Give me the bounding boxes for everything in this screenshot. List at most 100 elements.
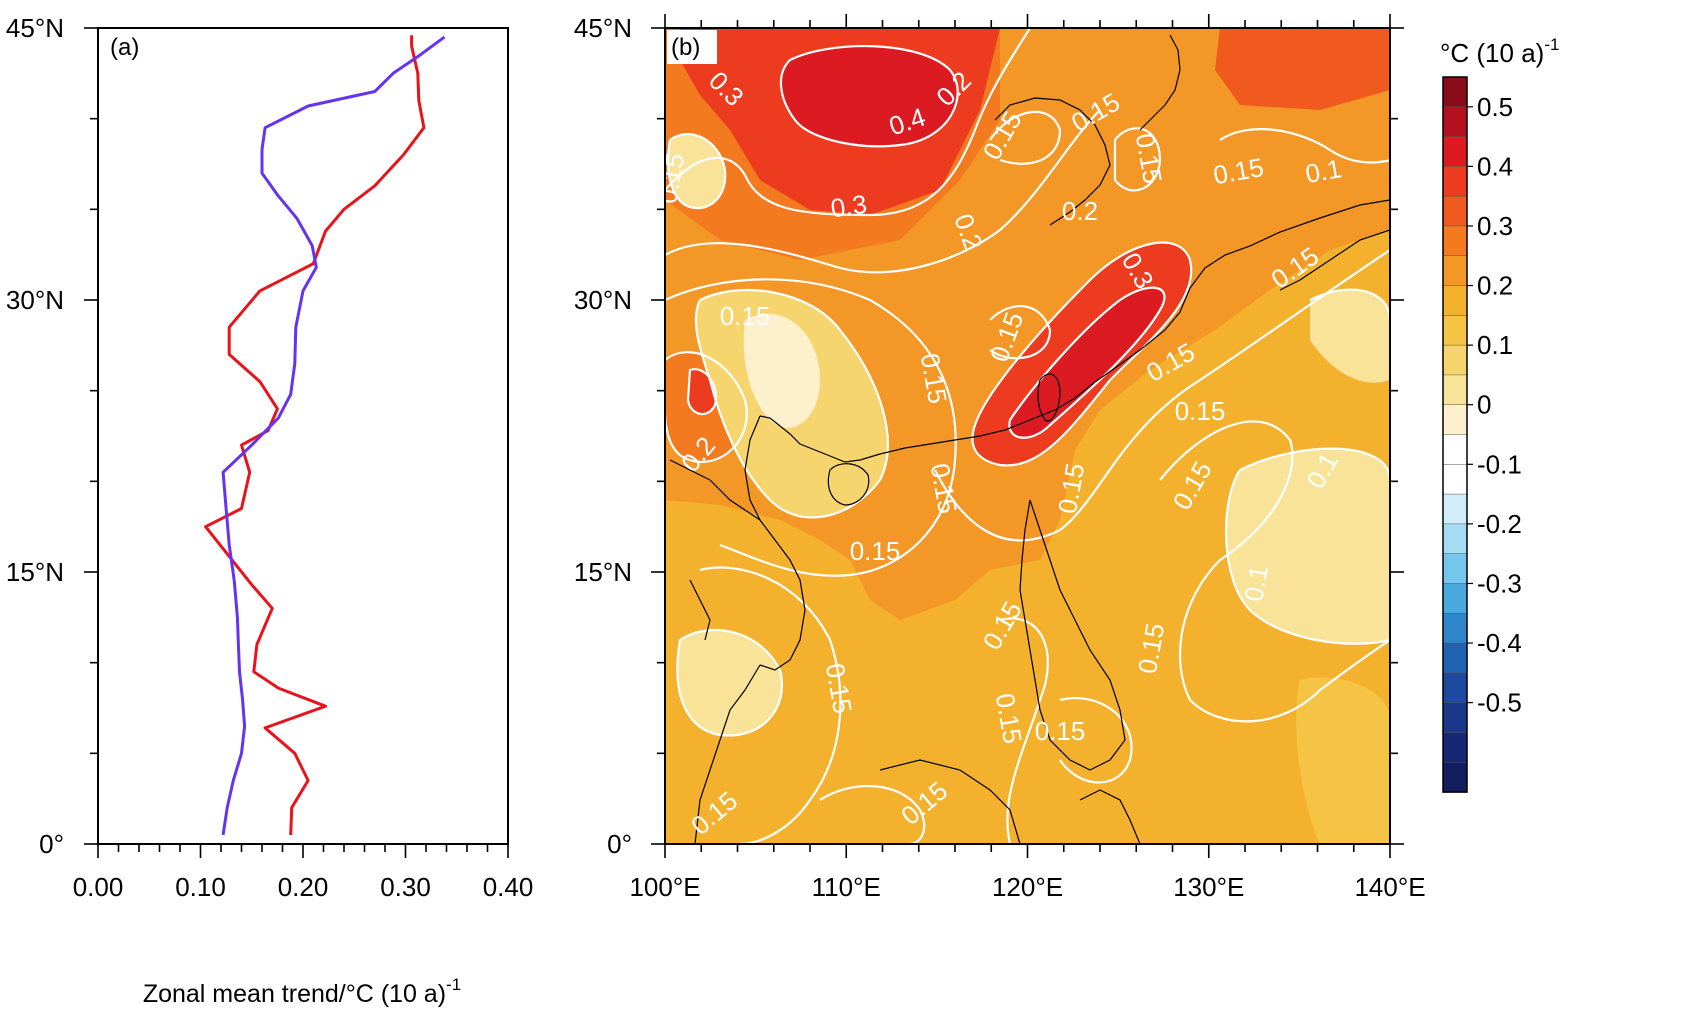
coastline-philippines xyxy=(1019,499,1126,771)
border-3 xyxy=(669,459,711,481)
x-tick-label: 0.20 xyxy=(278,872,329,902)
y-tick-label: 30°N xyxy=(6,285,64,315)
panel-b-label-box xyxy=(667,30,717,64)
map-east-china-sea-inner xyxy=(1009,287,1165,438)
colorbar-title-sup: -1 xyxy=(1544,35,1559,54)
colorbar-label: 0.1 xyxy=(1477,330,1513,360)
map-light-region-3 xyxy=(668,134,726,209)
coastline-china xyxy=(759,199,1390,463)
colorbar-label: 0.5 xyxy=(1477,92,1513,122)
panel-b-map: 0.30.40.20.150.150.20.150.3 0.20.30.150.1… xyxy=(665,28,1390,844)
colorbar-label: 0 xyxy=(1477,390,1491,420)
colorbar-box xyxy=(1442,225,1468,257)
colorbar-box xyxy=(1442,374,1468,406)
colorbar-labels: 0.5 0.4 0.3 0.2 0.1 0 -0.1 -0.2 -0.3 -0.4 -0.5 xyxy=(1467,92,1522,718)
colorbar-box xyxy=(1442,493,1468,525)
contour-0.2-a xyxy=(665,109,1101,274)
panel-a-ticks xyxy=(84,27,509,858)
coastline-sulawesi xyxy=(1079,789,1141,844)
colorbar-title: °C (10 a)-1 xyxy=(1440,35,1559,68)
colorbar-box xyxy=(1442,136,1468,168)
contour-0.15-h xyxy=(989,110,1062,165)
coastline-vietnam xyxy=(744,415,806,671)
contour-0.1-e xyxy=(1309,288,1390,321)
colorbar-box xyxy=(1442,344,1468,376)
contour-label: 0.15 xyxy=(1175,396,1226,426)
colorbar-title-text: °C (10 a) xyxy=(1440,38,1544,68)
colorbar-boxes xyxy=(1442,76,1468,793)
map-y-tick-label: 15°N xyxy=(574,557,632,587)
contour-0.15-g xyxy=(1219,128,1390,164)
map-x-tick-label: 130°E xyxy=(1173,872,1244,902)
colorbar-box xyxy=(1442,613,1468,644)
coastline-korea xyxy=(1139,34,1181,131)
contour-0.3-a xyxy=(665,28,1031,217)
colorbar-label: -0.2 xyxy=(1477,509,1522,539)
colorbar-label: -0.5 xyxy=(1477,688,1522,718)
x-axis-title-sup: -1 xyxy=(446,975,461,994)
contour-label: 0.1 xyxy=(1238,563,1274,604)
map-ne-orange xyxy=(1215,28,1390,110)
colorbar-box xyxy=(1442,106,1468,138)
colorbar-box xyxy=(1442,702,1468,734)
map-y-tick-label: 30°N xyxy=(574,285,632,315)
map-light-region-5 xyxy=(677,630,782,736)
colorbar-label: -0.1 xyxy=(1477,449,1522,479)
colorbar-box xyxy=(1442,761,1468,793)
series-line-1 xyxy=(204,35,426,835)
contour-label: 0.1 xyxy=(1303,153,1344,189)
contour-label: 0.15 xyxy=(1035,716,1086,746)
border-1 xyxy=(689,579,711,641)
x-tick-label: 0.10 xyxy=(175,872,226,902)
colorbar-box xyxy=(1442,285,1468,317)
coastline-bohai xyxy=(994,97,1111,226)
map-x-tick-label: 100°E xyxy=(629,872,700,902)
map-coastlines xyxy=(669,34,1390,844)
contour-0.15-c xyxy=(1159,420,1390,723)
colorbar-frame xyxy=(1442,76,1468,793)
colorbar-label: -0.4 xyxy=(1477,628,1522,658)
y-tick-label: 15°N xyxy=(6,557,64,587)
y-tick-label: 45°N xyxy=(6,13,64,43)
coastline-hainan xyxy=(827,463,870,506)
contour-0.15-b xyxy=(934,249,1390,542)
contour-0.15-f xyxy=(1059,697,1133,784)
contour-0.1-d xyxy=(676,628,783,737)
panel-a-label: (a) xyxy=(110,34,139,61)
colorbar-box xyxy=(1442,523,1468,555)
map-max-core xyxy=(780,46,958,147)
panel-b: 0.30.40.20.150.150.20.150.3 0.20.30.150.1… xyxy=(574,13,1426,902)
panel-b-label: (b) xyxy=(671,34,700,61)
x-axis-title-text: Zonal mean trend/°C (10 a) xyxy=(143,980,446,1008)
contour-0.1-b xyxy=(667,133,727,210)
colorbar-box xyxy=(1442,195,1468,227)
contour-label: 0.15 xyxy=(850,536,901,566)
border-2 xyxy=(709,479,761,521)
panel-a-x-tick-labels: 0.00 0.10 0.20 0.30 0.40 xyxy=(73,872,534,902)
contour-0.2-b xyxy=(971,241,1193,467)
x-tick-label: 0.40 xyxy=(483,872,534,902)
coastline-taiwan xyxy=(1037,373,1061,422)
colorbar-box xyxy=(1442,434,1468,466)
contour-0.3-c xyxy=(686,368,718,416)
map-light-region-4 xyxy=(1226,448,1390,644)
x-tick-label: 0.00 xyxy=(73,872,124,902)
map-x-tick-label: 140°E xyxy=(1354,872,1425,902)
contour-0.2-c xyxy=(665,351,748,463)
y-tick-label: 0° xyxy=(39,829,64,859)
contour-0.4 xyxy=(779,44,959,148)
map-light-region-6 xyxy=(1310,289,1390,383)
map-y-tick-label: 0° xyxy=(607,829,632,859)
contour-0.15-j xyxy=(819,785,926,844)
x-tick-label: 0.30 xyxy=(380,872,431,902)
coastline-malay xyxy=(694,664,761,844)
colorbar-box xyxy=(1442,166,1468,197)
panel-b-y-tick-labels: 0° 15°N 30°N 45°N xyxy=(574,13,632,859)
colorbar-label: -0.3 xyxy=(1477,568,1522,598)
colorbar-box xyxy=(1442,583,1468,614)
contour-0.1-c xyxy=(1224,447,1390,645)
colorbar-box xyxy=(1442,464,1468,495)
colorbar-box xyxy=(1442,76,1468,108)
colorbar-label: 0.3 xyxy=(1477,211,1513,241)
contour-label: 0.15 xyxy=(720,301,771,331)
